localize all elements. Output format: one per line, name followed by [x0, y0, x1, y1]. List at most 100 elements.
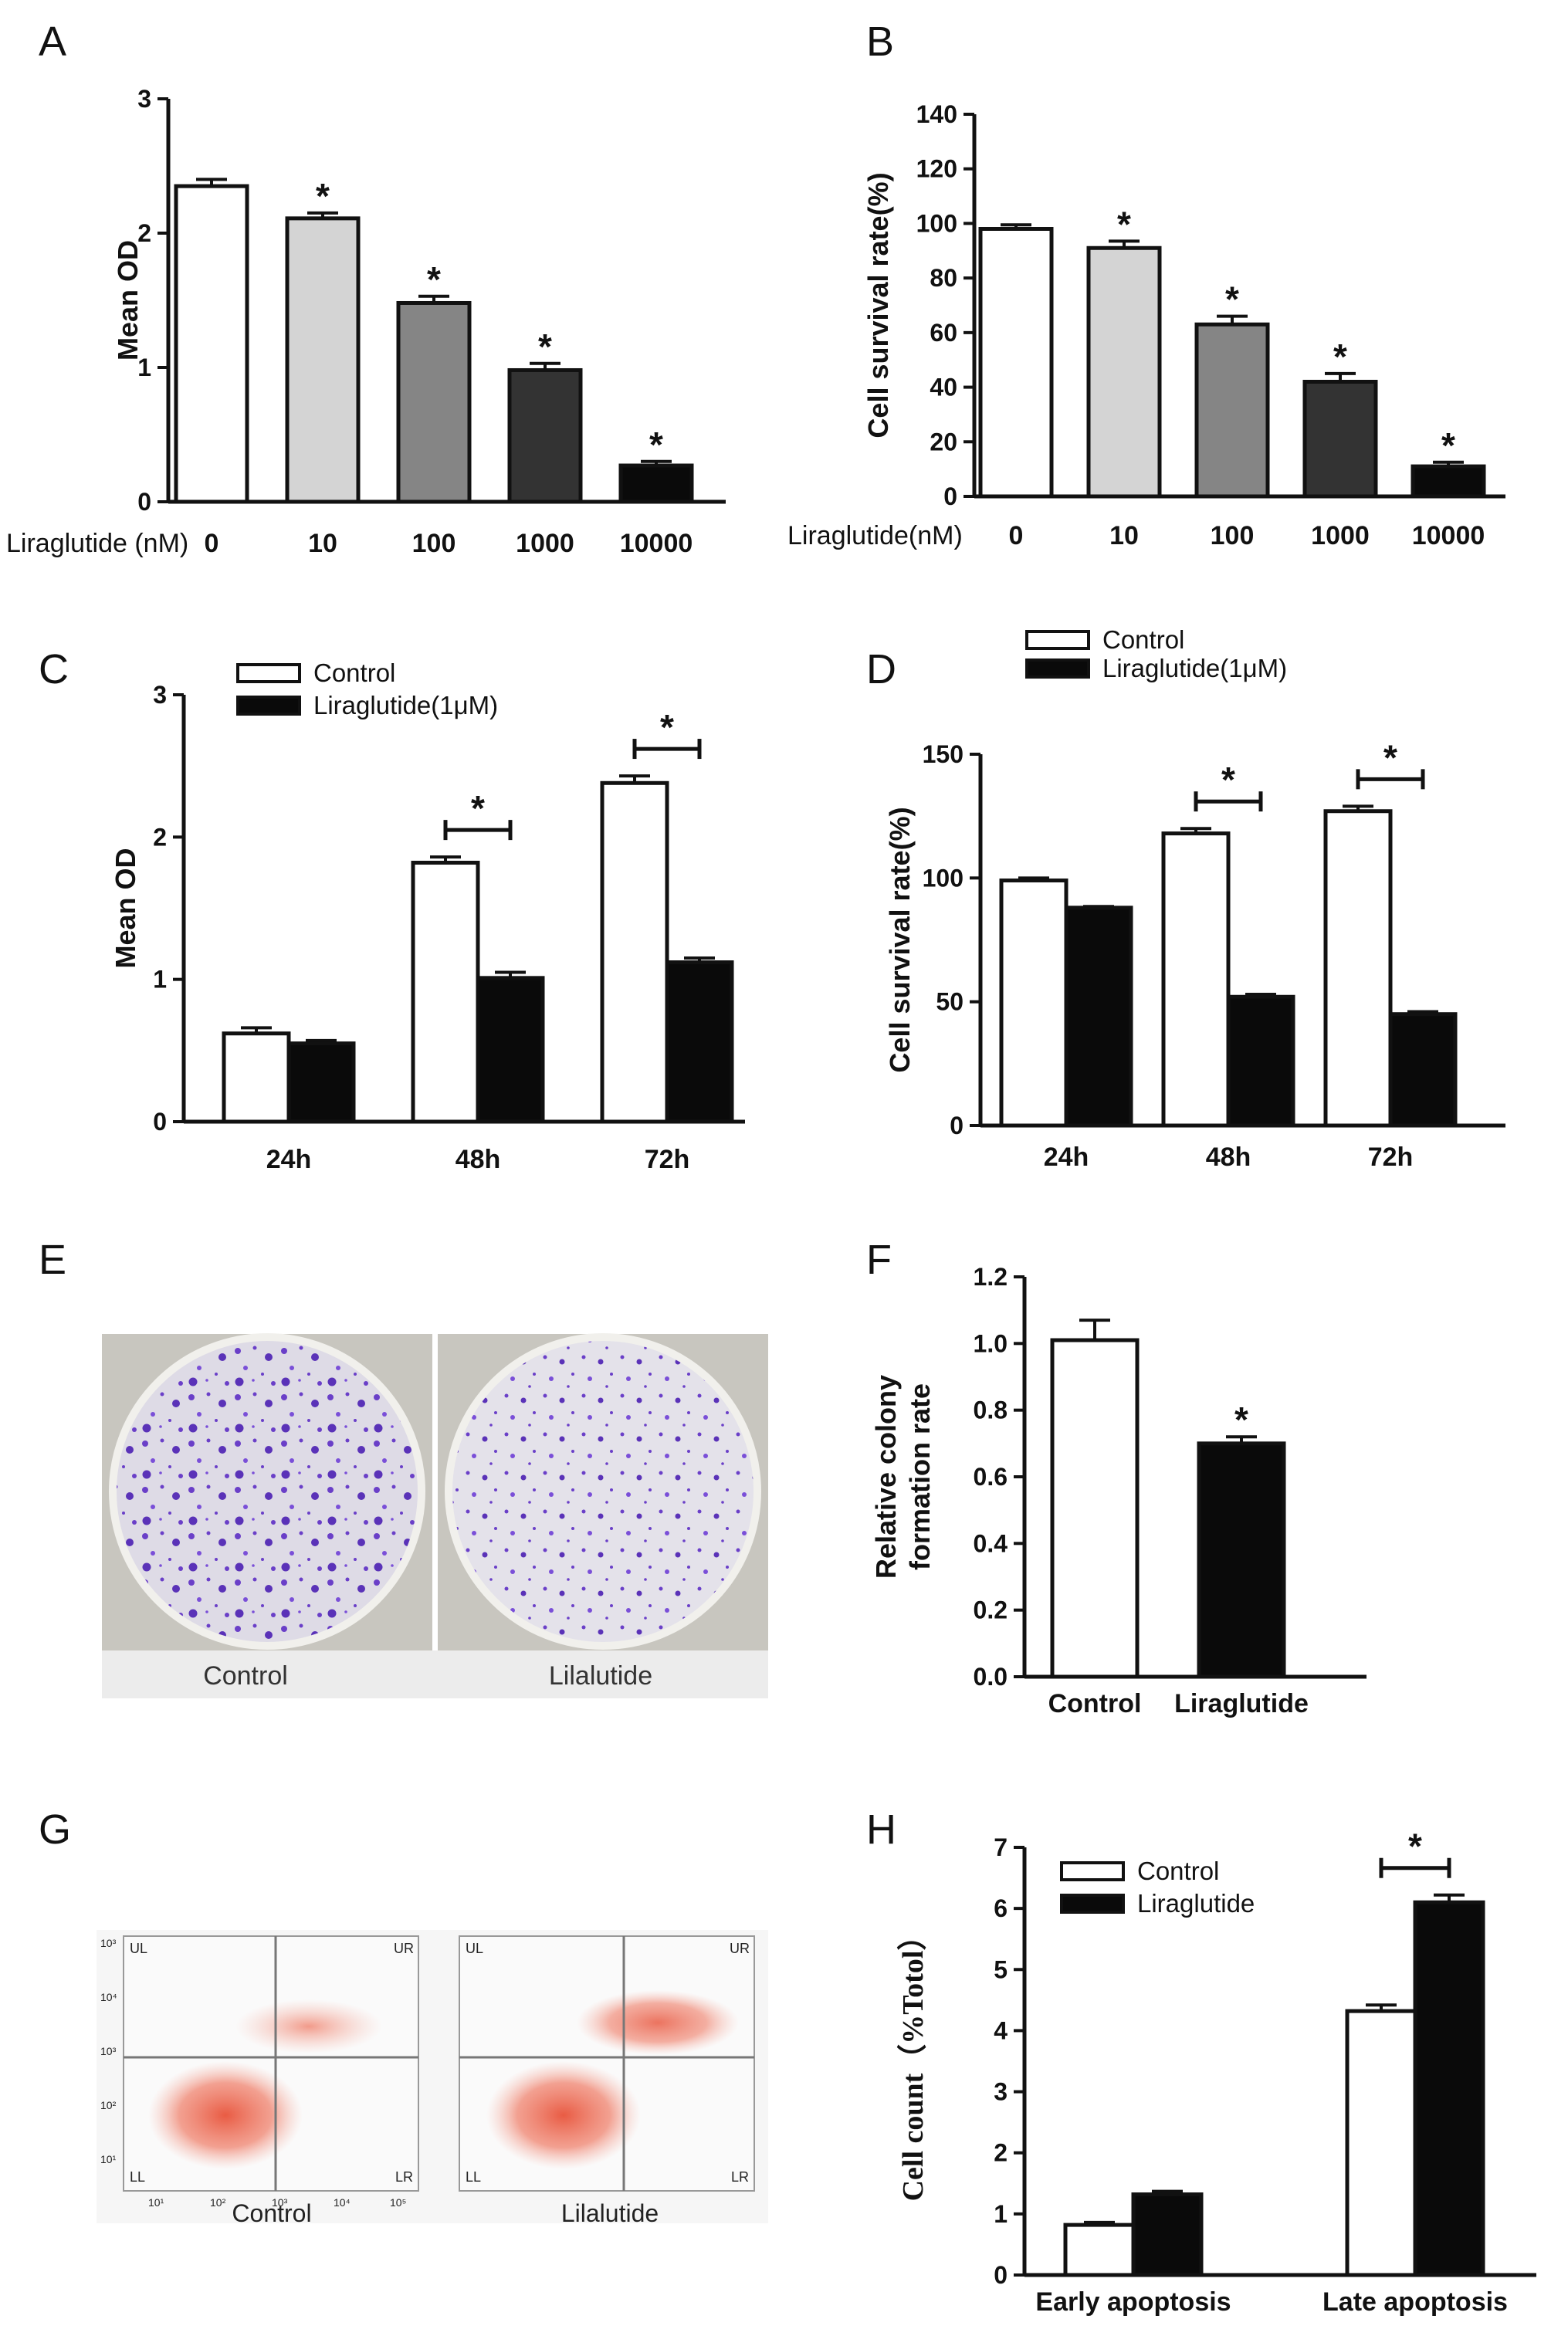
chart-d-survival-time: 0 50 100 150 Cell survival rate(%) 24h 48h * 72h… — [884, 625, 1505, 1172]
panel-letter-g: G — [39, 1806, 71, 1853]
chart-c-legend-label: Liraglutide(1μM) — [313, 691, 498, 719]
chart-b-x-prefix-label: Liraglutide(nM) — [787, 521, 963, 550]
dish-lilalutide-plate — [445, 1333, 761, 1650]
flow-y-tick-5: 10¹ — [100, 2153, 117, 2165]
chart-c-category-label: 24h — [266, 1145, 312, 1174]
chart-a-y-tick-label: 0 — [137, 488, 151, 516]
panel-letter-b: B — [866, 19, 894, 65]
flow-y-tick-3: 10³ — [100, 2045, 117, 2057]
chart-d-bar-treatment — [1388, 1012, 1458, 1128]
chart-h-significance-star: * — [1408, 1826, 1422, 1867]
flow-y-tick-2: 10⁴ — [100, 1991, 117, 2003]
chart-c-y-tick-label: 2 — [153, 823, 167, 851]
chart-h-legend-label: Control — [1137, 1857, 1219, 1885]
chart-a-category-label: 1000 — [516, 529, 574, 558]
quadrant-ur-lilalutide: UR — [730, 1941, 750, 1956]
chart-d-legend-swatch — [1025, 658, 1090, 679]
chart-b-y-tick-label: 60 — [930, 319, 957, 347]
chart-b-y-axis-title: Cell survival rate(%) — [862, 172, 894, 438]
chart-f-y-axis-title-line: Relative colony — [870, 1375, 902, 1579]
chart-b-y-tick-label: 100 — [916, 209, 957, 237]
chart-b-bar — [1086, 245, 1162, 499]
chart-d-y-tick-label: 0 — [950, 1112, 963, 1139]
chart-c-y-tick-label: 1 — [153, 966, 167, 994]
chart-f-y-axis-title-line: formation rate — [904, 1383, 936, 1570]
dish-control-plate — [109, 1333, 425, 1650]
chart-a-significance-star: * — [649, 425, 663, 465]
chart-h-y-tick-label: 2 — [994, 2139, 1008, 2167]
chart-h-y-tick-label: 6 — [994, 1894, 1008, 1922]
chart-f-y-tick-label: 0.2 — [974, 1596, 1008, 1624]
chart-c-bar-control — [411, 861, 480, 1124]
chart-h-bar-treatment — [1413, 1900, 1485, 2277]
flow-x-tick-5: 10⁵ — [390, 2196, 406, 2209]
chart-a-y-tick-label: 1 — [137, 354, 151, 381]
chart-a-bar — [285, 216, 361, 504]
quadrant-lr-control: LR — [395, 2169, 413, 2185]
chart-c-bar-control — [600, 780, 669, 1124]
chart-b-category-label: 1000 — [1311, 521, 1370, 550]
chart-c-significance-star: * — [471, 788, 485, 828]
chart-h-y-axis-title: Cell count（%Totol） — [897, 1921, 930, 2202]
chart-b-significance-star: * — [1333, 337, 1347, 377]
quadrant-ll-lilalutide: LL — [466, 2169, 481, 2185]
chart-a-x-prefix-label: Liraglutide (nM) — [6, 529, 188, 558]
chart-c-category-label: 48h — [455, 1145, 501, 1174]
chart-d-bar-control — [1323, 809, 1393, 1128]
chart-b-category-label: 100 — [1211, 521, 1255, 550]
quadrant-ul-lilalutide: UL — [466, 1941, 483, 1956]
chart-b-significance-star: * — [1441, 425, 1455, 466]
chart-a-bar — [396, 300, 472, 504]
chart-d-significance-star: * — [1221, 760, 1235, 800]
chart-h-y-tick-label: 5 — [994, 1955, 1008, 1983]
chart-b-y-tick-label: 20 — [930, 428, 957, 455]
chart-b-category-label: 10000 — [1412, 521, 1485, 550]
chart-h-y-tick-label: 3 — [994, 2078, 1008, 2106]
chart-a-y-tick-label: 2 — [137, 219, 151, 247]
flow-plot-lilalutide: UL UR LL LR Lilalutide — [459, 1935, 755, 2227]
chart-a-category-label: 100 — [412, 529, 456, 558]
panel-letter-c: C — [39, 646, 69, 692]
chart-d-bar-control — [1161, 831, 1231, 1128]
colony-dish-photos: Control Lilalutide — [102, 1333, 768, 1698]
chart-d-y-tick-label: 100 — [923, 864, 963, 892]
chart-h-apoptosis: 0 1 2 3 4 5 6 7 Cell count（%Totol） Early apoptosi… — [897, 1826, 1536, 2317]
chart-h-category-label: Early apoptosis — [1035, 2287, 1231, 2317]
chart-d-y-tick-label: 50 — [936, 988, 963, 1016]
chart-c-legend-swatch — [236, 663, 301, 683]
chart-d-significance-star: * — [1383, 737, 1397, 777]
flow-plot-control: UL UR LL LR 10³ 10⁴ 10³ 10² 10¹ 10¹ 10² … — [100, 1935, 419, 2227]
chart-h-bar-control — [1345, 2009, 1417, 2277]
chart-b-y-tick-label: 140 — [916, 100, 957, 128]
chart-f-y-tick-label: 0.8 — [974, 1397, 1008, 1424]
chart-a-significance-star: * — [427, 259, 441, 300]
chart-b-bar — [1302, 380, 1378, 499]
chart-b-category-label: 0 — [1009, 521, 1024, 550]
chart-b-y-tick-label: 40 — [930, 374, 957, 401]
panel-letters: A B C D E F G H — [39, 19, 896, 1853]
chart-h-legend-swatch — [1060, 1861, 1125, 1881]
chart-h-legend-label: Liraglutide — [1137, 1889, 1255, 1918]
chart-d-y-axis-title: Cell survival rate(%) — [884, 807, 916, 1072]
quadrant-ll-control: LL — [130, 2169, 145, 2185]
chart-d-y-tick-label: 150 — [923, 740, 963, 768]
chart-c-legend-swatch — [236, 696, 301, 716]
chart-c-bar-control — [222, 1031, 291, 1124]
chart-h-y-tick-label: 4 — [994, 2016, 1008, 2044]
chart-b-bar — [1411, 464, 1486, 499]
quadrant-lr-lilalutide: LR — [731, 2169, 749, 2185]
flow-caption-lilalutide: Lilalutide — [561, 2199, 659, 2227]
chart-b-survival-dose: 0 20 40 60 80 100 120 140 Cell survival rate(%) 0… — [787, 100, 1505, 550]
panel-letter-e: E — [39, 1237, 66, 1283]
chart-a-y-tick-label: 3 — [137, 85, 151, 113]
chart-b-y-tick-label: 80 — [930, 264, 957, 292]
chart-h-bar-treatment — [1131, 2192, 1204, 2277]
chart-f-y-tick-label: 1.2 — [974, 1263, 1008, 1291]
chart-d-category-label: 48h — [1206, 1143, 1251, 1172]
dish-caption-lilalutide: Lilalutide — [549, 1661, 652, 1691]
chart-d-category-label: 24h — [1044, 1143, 1089, 1172]
chart-f-y-tick-label: 0.0 — [974, 1663, 1008, 1691]
chart-a-significance-star: * — [538, 327, 552, 367]
quadrant-ur-control: UR — [394, 1941, 414, 1956]
